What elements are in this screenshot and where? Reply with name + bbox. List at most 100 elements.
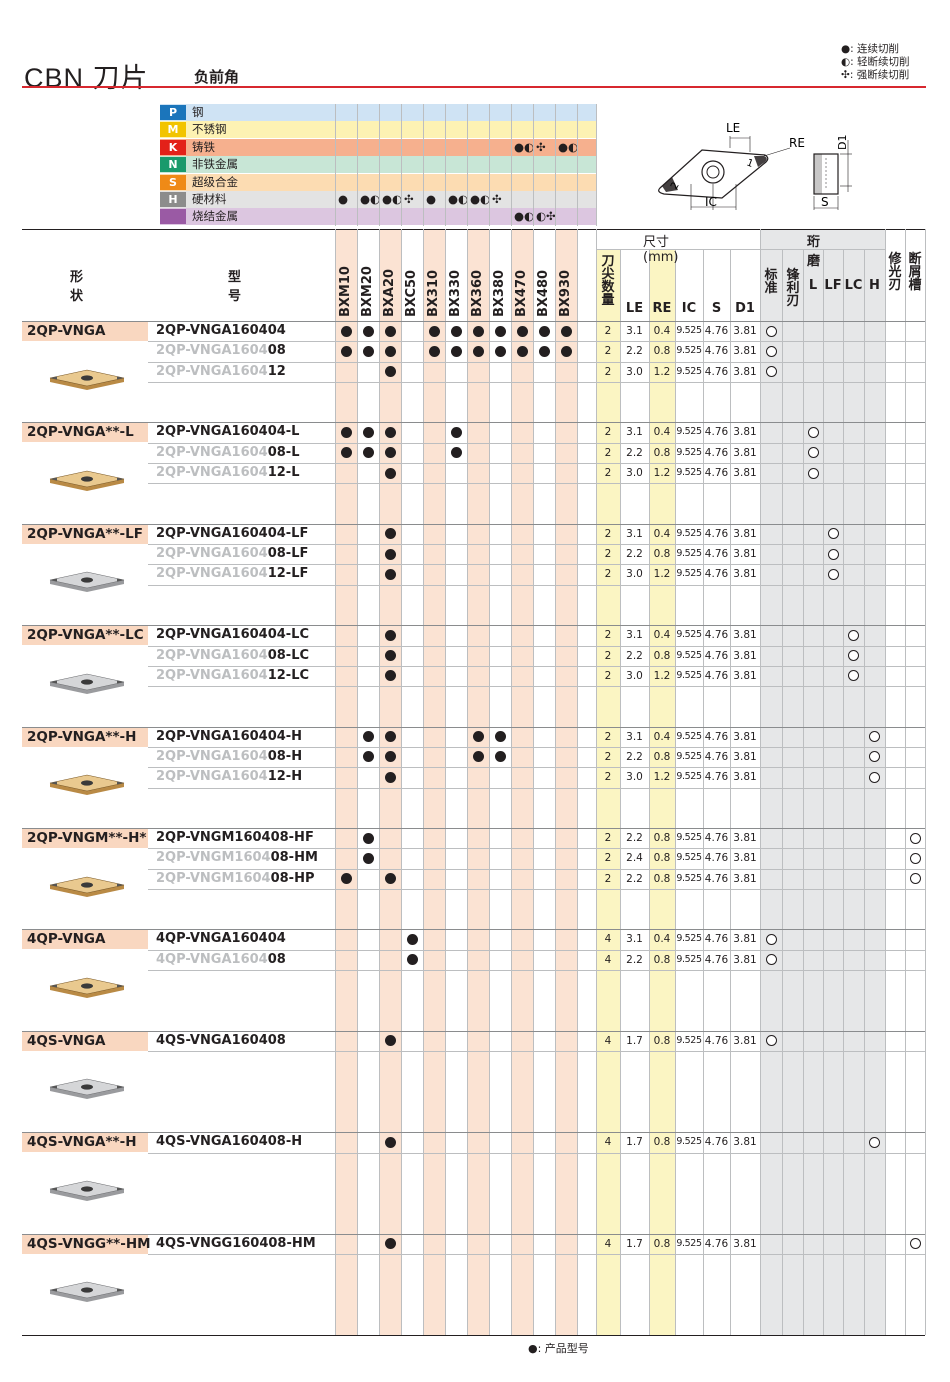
dim-d1: 3.81	[733, 750, 757, 763]
material-row: N 非铁金属	[160, 156, 596, 174]
grade-column-band	[511, 229, 533, 1335]
grid-line	[533, 229, 534, 1335]
grid-line	[467, 229, 468, 1335]
dim-le: 3.1	[626, 933, 643, 946]
model-number: 2QP-VNGA160408-H	[156, 749, 302, 764]
grade-available-dot	[362, 345, 374, 357]
grid-line	[782, 249, 783, 1335]
legend-continuous: ●: 连续切削	[841, 43, 900, 55]
grid-line	[379, 104, 380, 226]
insert-image	[49, 572, 125, 593]
model-number: 2QP-VNGA160412	[156, 364, 286, 379]
dim-ic: 9.525	[676, 629, 702, 641]
dim-s: 4.76	[704, 832, 729, 844]
model-prefix: 4QP-VNGA1604	[156, 951, 268, 967]
grade-available-dot	[384, 528, 396, 540]
dim-d1: 3.81	[733, 527, 757, 540]
dim-ic: 9.525	[676, 1237, 702, 1249]
material-name: 烧结金属	[192, 209, 238, 224]
hone-type-marker	[765, 954, 777, 966]
grid-line	[148, 665, 925, 667]
dim-le: 3.0	[626, 568, 643, 581]
grid-line	[148, 442, 925, 444]
grid-line	[423, 229, 424, 1335]
material-name: 硬材料	[192, 192, 227, 206]
dim-ic: 9.525	[676, 365, 702, 377]
dim-re: 0.8	[653, 1136, 671, 1149]
hone-type-marker	[869, 751, 880, 763]
dim-re: 1.2	[653, 771, 671, 784]
material-row: M 不锈钢	[160, 121, 596, 139]
grade-available-dot	[362, 447, 374, 459]
grade-available-dot	[428, 325, 440, 337]
dim-tips: 2	[604, 325, 612, 337]
grid-line	[925, 229, 926, 1335]
corner-1-label: 1	[745, 157, 755, 170]
model-suffix: 4QS-VNGG160408-HM	[156, 1235, 316, 1251]
hone-type-marker	[827, 568, 839, 580]
grid-line	[148, 1051, 925, 1053]
hone-type-marker	[848, 670, 859, 682]
model-suffix: 4QS-VNGA160408	[156, 1032, 286, 1048]
hone-type-marker	[869, 731, 880, 743]
grid-line	[148, 361, 925, 363]
model-number: 2QP-VNGA160412-H	[156, 769, 302, 784]
hone-type-marker	[848, 650, 859, 661]
grade-available-dot	[384, 426, 396, 438]
dim-le: 1.7	[626, 1136, 643, 1149]
shape-header: 形状	[70, 270, 84, 304]
model-suffix: 12-LC	[267, 667, 310, 683]
s-label: S	[821, 195, 829, 209]
model-prefix: 2QP-VNGA1604	[156, 769, 268, 785]
dim-d1: 3.81	[733, 345, 757, 358]
dim-tips: 4	[604, 1034, 612, 1047]
insert-image	[49, 774, 125, 796]
material-row: 烧结金属 ●◐ ◐✣	[160, 208, 596, 226]
hone-col-header: LC	[844, 278, 863, 293]
hone-type-marker	[807, 467, 819, 479]
dim-d1: 3.81	[733, 933, 757, 946]
grade-available-dot	[362, 426, 374, 438]
model-prefix: 2QP-VNGA1604	[156, 667, 268, 683]
dim-re: 1.2	[653, 365, 671, 378]
hone-type-marker	[827, 548, 839, 560]
hone-type-marker	[765, 933, 777, 945]
dim-col-header: D1	[735, 301, 755, 316]
group-divider	[22, 1132, 925, 1134]
grade-available-dot	[450, 447, 462, 459]
grade-available-dot	[384, 1035, 396, 1047]
group-divider	[22, 828, 925, 829]
series-tag: 4QS-VNGA**-H	[22, 1133, 148, 1153]
hone-type-marker	[909, 832, 921, 844]
dim-d1: 3.81	[733, 1237, 757, 1250]
hone-type-marker	[869, 1136, 880, 1148]
dim-s: 4.76	[704, 527, 729, 540]
model-suffix: 12-H	[267, 769, 303, 785]
series-tag: 2QP-VNGA**-LC	[22, 626, 148, 646]
dim-le: 2.2	[626, 345, 643, 358]
dim-d1: 3.81	[733, 730, 757, 743]
group-divider	[22, 929, 925, 931]
grid-line	[555, 229, 556, 1335]
model-suffix: 4QP-VNGA160404	[156, 931, 286, 947]
dim-re: 1.2	[653, 669, 671, 682]
grid-line	[905, 229, 906, 1335]
grade-available-dot	[362, 832, 374, 844]
dim-le: 3.1	[626, 629, 643, 642]
d1-label: D1	[836, 135, 849, 150]
grade-available-dot	[494, 731, 506, 743]
hone-type-marker	[909, 873, 921, 885]
grid-line	[596, 104, 597, 226]
insert-top-view: LE RE IC 1 2	[658, 121, 805, 210]
dim-tips: 2	[604, 852, 612, 865]
grid-line	[555, 104, 556, 226]
dim-le: 2.2	[626, 953, 643, 966]
grade-column-band	[467, 229, 489, 1335]
model-suffix: 08	[267, 343, 286, 359]
cutting-condition-symbol: ●◐	[514, 139, 535, 154]
dim-d1: 3.81	[733, 365, 757, 378]
grade-header: BX930	[558, 269, 573, 317]
dim-tips: 2	[604, 730, 612, 743]
hone-col-header: 标准	[764, 268, 778, 296]
grid-line	[148, 949, 925, 951]
